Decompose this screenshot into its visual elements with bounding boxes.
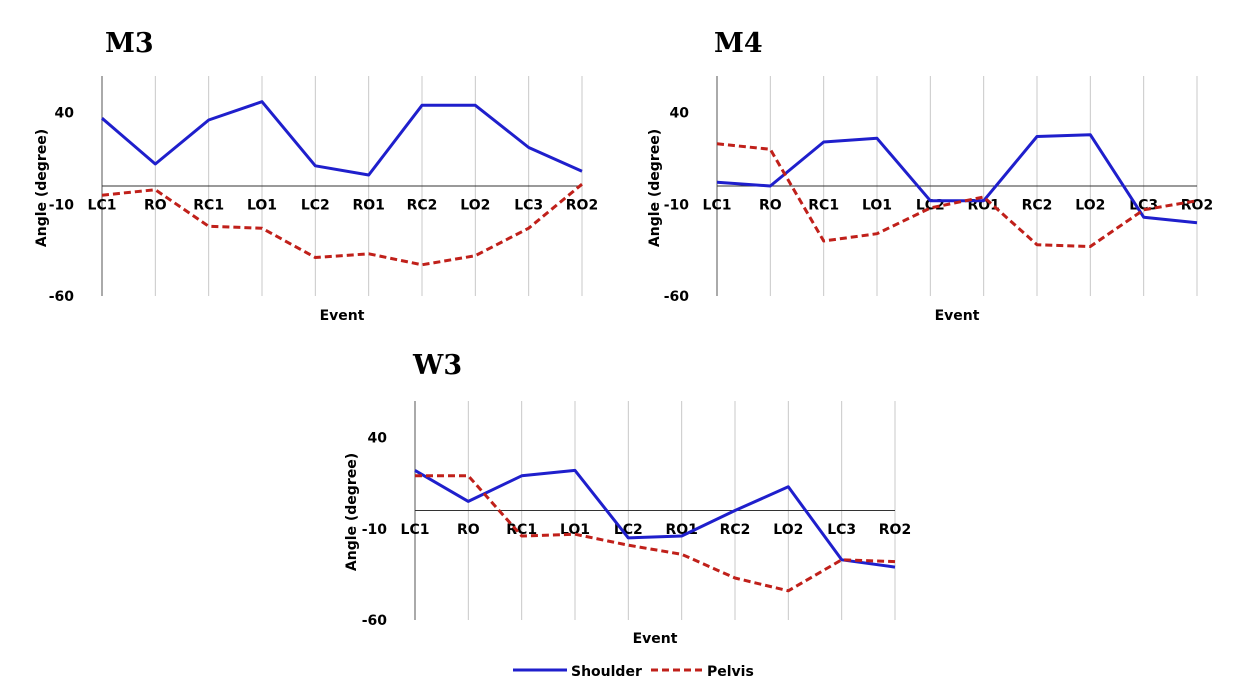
y-tick-label: -60 xyxy=(664,289,690,305)
panel-w3: W3 Angle (degree) Event 40 -10 -60 LC1 RO RC… xyxy=(344,350,911,647)
legend-label-shoulder: Shoulder xyxy=(571,664,642,680)
x-tick-label: LC3 xyxy=(827,522,856,538)
x-tick-label: LC3 xyxy=(1129,197,1158,213)
y-tick-label: 40 xyxy=(368,431,388,447)
legend: Shoulder Pelvis xyxy=(513,664,754,680)
x-tick-label: LO1 xyxy=(247,197,277,213)
panel-title: M3 xyxy=(105,28,154,59)
series-lines xyxy=(101,100,583,267)
y-tick-labels: 40 -10 -60 xyxy=(664,106,690,305)
y-axis-title: Angle (degree) xyxy=(344,453,360,571)
x-tick-labels: LC1 RO RC1 LO1 LC2 RO1 RC2 LO2 LC3 RO2 xyxy=(703,197,1214,213)
x-tick-label: RC2 xyxy=(720,522,751,538)
y-tick-label: 40 xyxy=(670,106,690,122)
y-tick-label: -10 xyxy=(664,197,690,213)
x-tick-labels: LC1 RO RC1 LO1 LC2 RO1 RC2 LO2 LC3 RO2 xyxy=(401,522,912,538)
x-tick-label: RO2 xyxy=(566,197,598,213)
axes xyxy=(716,76,1197,296)
series-line-pelvis xyxy=(101,183,583,267)
panel-title: M4 xyxy=(714,28,763,59)
series-lines xyxy=(716,133,1198,248)
x-tick-label: RO1 xyxy=(352,197,384,213)
x-tick-label: LC1 xyxy=(401,522,430,538)
panel-title: W3 xyxy=(412,350,462,381)
x-tick-label: LC1 xyxy=(703,197,732,213)
y-tick-label: -60 xyxy=(49,289,75,305)
series-line-shoulder xyxy=(716,133,1198,225)
panel-m4: M4 Angle (degree) Event 40 -10 -60 LC1 RO RC… xyxy=(647,28,1213,324)
x-tick-labels: LC1 RO RC1 LO1 LC2 RO1 RC2 LO2 LC3 RO2 xyxy=(88,197,599,213)
x-tick-label: LO1 xyxy=(862,197,892,213)
legend-label-pelvis: Pelvis xyxy=(707,664,754,680)
axes xyxy=(101,76,582,296)
series-line-pelvis xyxy=(415,474,896,593)
x-tick-label: RC1 xyxy=(193,197,224,213)
x-tick-label: RO2 xyxy=(879,522,911,538)
y-tick-label: -10 xyxy=(49,197,75,213)
x-tick-label: LO2 xyxy=(460,197,490,213)
y-tick-label: -60 xyxy=(362,613,388,629)
x-tick-label: RC2 xyxy=(407,197,438,213)
y-tick-labels: 40 -10 -60 xyxy=(49,106,75,305)
x-axis-title: Event xyxy=(320,308,365,324)
y-tick-label: 40 xyxy=(55,106,75,122)
series-line-shoulder xyxy=(101,100,583,177)
y-axis-title: Angle (degree) xyxy=(647,129,663,247)
axes xyxy=(414,401,895,620)
x-tick-label: RC1 xyxy=(808,197,839,213)
x-axis-title: Event xyxy=(633,631,678,647)
x-tick-label: LC3 xyxy=(514,197,543,213)
series-lines xyxy=(414,468,896,593)
series-line-pelvis xyxy=(716,142,1198,248)
panel-m3: M3 Angle (degree) Event 40 -10 -60 LC1 RO RC… xyxy=(34,28,598,324)
x-axis-title: Event xyxy=(935,308,980,324)
x-tick-label: RO xyxy=(457,522,480,538)
series-line-shoulder xyxy=(414,468,896,569)
x-tick-label: LO2 xyxy=(773,522,803,538)
x-tick-label: RC2 xyxy=(1022,197,1053,213)
y-axis-title: Angle (degree) xyxy=(34,129,50,247)
x-tick-label: RO2 xyxy=(1181,197,1213,213)
x-tick-label: LC1 xyxy=(88,197,117,213)
x-tick-label: RC1 xyxy=(506,522,537,538)
x-tick-label: LC2 xyxy=(614,522,643,538)
x-tick-label: RO xyxy=(759,197,782,213)
y-tick-label: -10 xyxy=(362,522,388,538)
x-tick-label: LC2 xyxy=(301,197,330,213)
x-tick-label: LO2 xyxy=(1075,197,1105,213)
y-tick-labels: 40 -10 -60 xyxy=(362,431,388,630)
x-tick-label: RO xyxy=(144,197,167,213)
